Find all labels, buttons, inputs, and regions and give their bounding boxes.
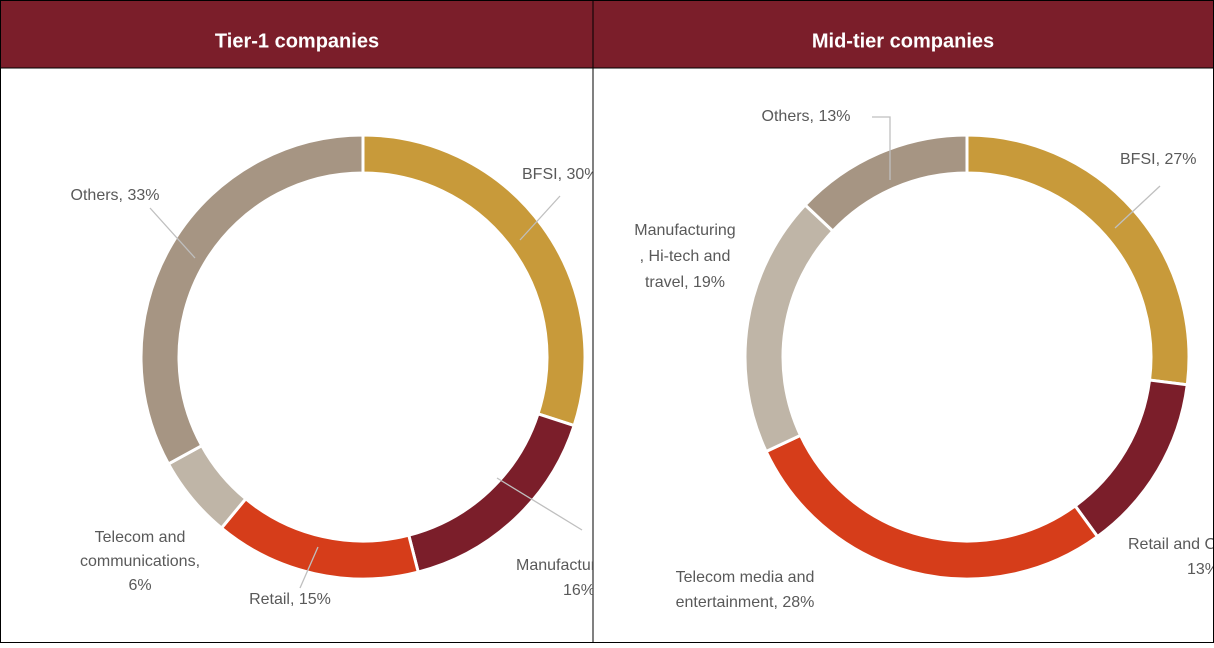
leader-line — [872, 116, 891, 180]
data-label: Others, 33% — [71, 187, 160, 204]
data-label: Retail and CPG, — [1128, 536, 1214, 553]
chart-title: Mid-tier companies — [812, 30, 994, 52]
leader-line — [1114, 185, 1161, 229]
data-label: communications, — [80, 553, 200, 570]
data-label: Retail, 15% — [249, 591, 331, 608]
chart-title: Tier-1 companies — [215, 30, 379, 52]
leader-line — [496, 477, 583, 531]
leader-line — [299, 546, 319, 589]
data-label: Telecom media and — [676, 569, 815, 586]
leader-line — [519, 195, 561, 241]
donut-segment — [139, 133, 365, 466]
data-label: entertainment, 28% — [676, 594, 815, 611]
data-label: , Hi-tech and — [640, 248, 731, 265]
data-label: BFSI, 27% — [1120, 151, 1196, 168]
data-label: 6% — [128, 577, 151, 594]
data-label: Telecom and — [95, 529, 186, 546]
data-label: 13% — [1187, 561, 1214, 578]
data-label: BFSI, 30% — [522, 166, 598, 183]
donut-chart: BFSI, 30% Manufacturing, 16% Retail, 15% Tel… — [71, 133, 622, 608]
data-label: travel, 19% — [645, 274, 725, 291]
donut-segment — [803, 133, 969, 234]
leader-line — [149, 207, 196, 259]
data-label: Manufacturing — [634, 222, 735, 239]
header-band — [1, 1, 1213, 68]
data-label: 16% — [563, 582, 595, 599]
data-label: Others, 13% — [762, 108, 851, 125]
data-label: Manufacturing, — [516, 557, 622, 574]
donut-chart: BFSI, 27% Retail and CPG, 13% Telecom media… — [634, 108, 1214, 611]
